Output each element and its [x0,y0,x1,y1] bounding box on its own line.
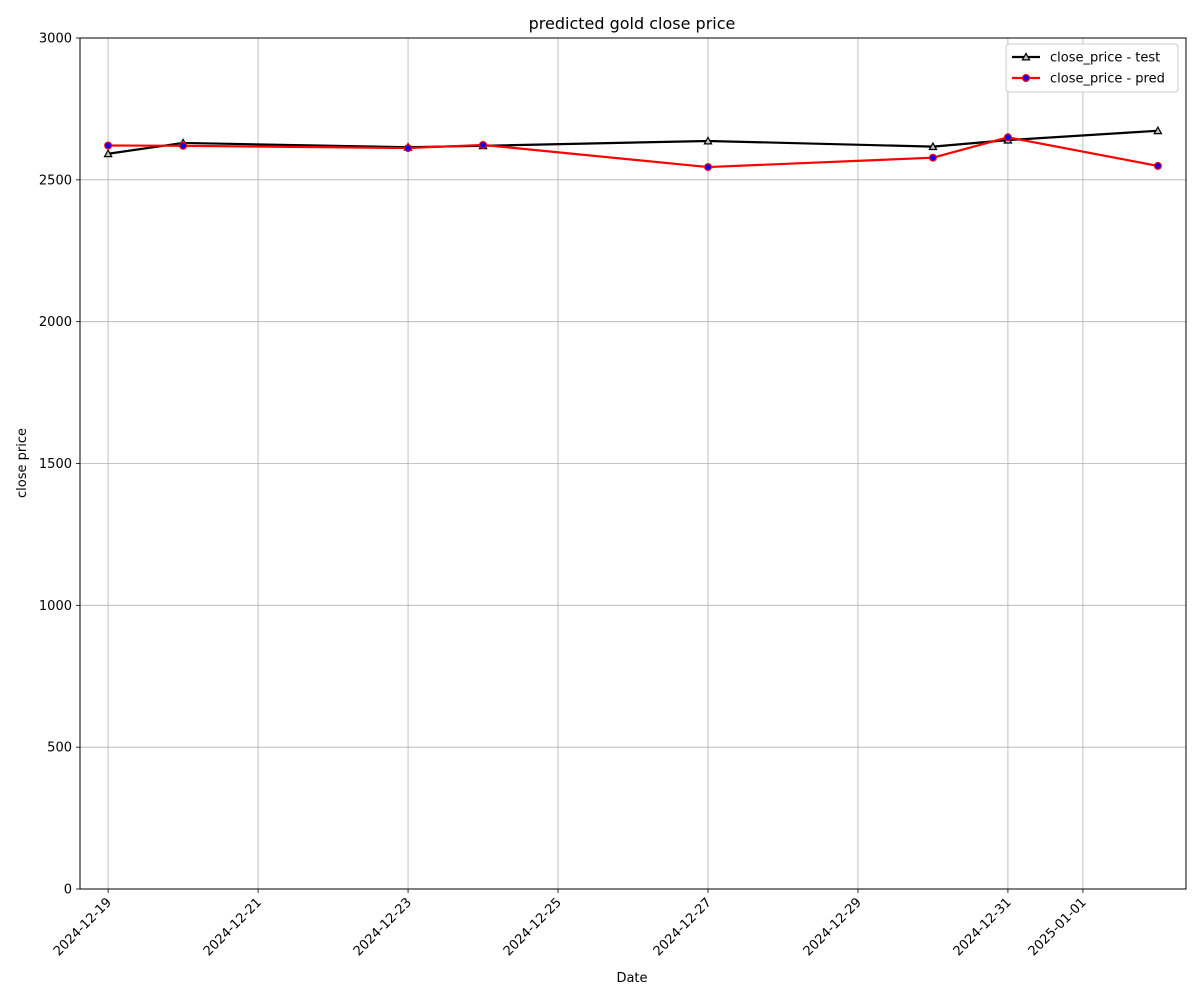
data-point [479,140,488,149]
series-line [107,129,1158,155]
x-tick-label: 2024-12-27 [651,895,715,959]
x-axis: 2024-12-19 2024-12-21 2024-12-23 2024-12-25… [51,889,1090,959]
chart-title: predicted gold close price [529,14,736,33]
data-point [1003,133,1012,142]
x-tick-label: 2024-12-31 [951,895,1015,959]
y-tick-label: 2000 [39,315,72,330]
y-axis-label: close price [15,428,30,498]
legend-label: close_price - test [1050,51,1160,66]
y-axis: 0 500 1000 1500 2000 2500 3000 [39,32,80,898]
series-layer [103,125,1163,172]
data-point [1153,125,1163,135]
series-line [108,136,1159,169]
legend-swatch-marker [1021,73,1030,82]
y-tick-label: 2500 [39,173,72,188]
x-tick-label: 2024-12-23 [351,895,415,959]
y-tick-label: 500 [47,741,72,756]
grid-lines [80,37,1186,890]
data-point [928,153,937,162]
x-tick-label: 2024-12-19 [51,895,115,959]
x-tick-label: 2024-12-21 [201,895,265,959]
legend-swatch-marker [1021,52,1031,61]
data-point [103,148,113,158]
x-tick-label: 2025-01-01 [1026,895,1090,959]
series-pred [104,133,1162,172]
legend-item: close_price - pred [1012,72,1165,87]
legend: close_price - test close_price - pred [1005,43,1179,93]
y-tick-label: 1000 [39,599,72,614]
y-tick-label: 1500 [39,457,72,472]
legend-label: close_price - pred [1050,72,1165,87]
x-tick-label: 2024-12-29 [801,895,865,959]
data-point [703,136,713,145]
data-point [179,141,188,150]
data-point [404,144,413,153]
data-point [928,141,938,151]
data-point [104,141,113,150]
legend-item: close_price - test [1012,51,1160,66]
y-tick-label: 0 [64,883,72,898]
legend-box [1005,43,1179,93]
x-tick-label: 2024-12-25 [501,895,565,959]
data-point [703,163,712,172]
x-axis-label: Date [616,971,647,986]
data-point [1153,161,1162,170]
y-tick-label: 3000 [39,32,72,47]
series-test [103,125,1163,158]
